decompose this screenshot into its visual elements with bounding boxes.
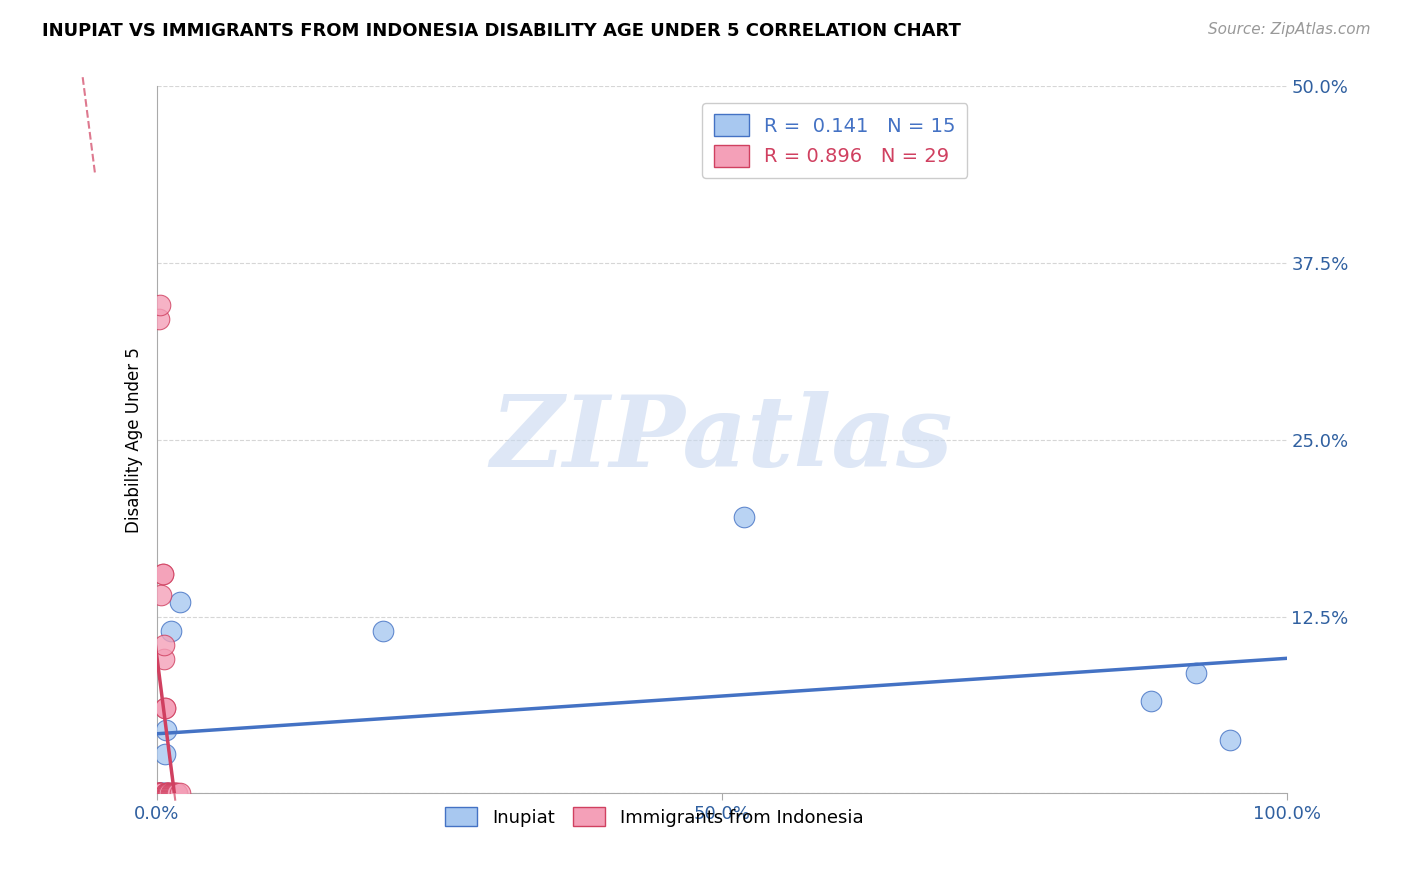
- Point: [149, 298, 172, 312]
- Point: [152, 567, 174, 582]
- Point: [160, 786, 183, 800]
- Point: [163, 786, 186, 800]
- Point: [733, 510, 755, 524]
- Point: [1185, 666, 1208, 681]
- Point: [150, 588, 173, 602]
- Point: [152, 638, 174, 652]
- Point: [152, 786, 174, 800]
- Text: Source: ZipAtlas.com: Source: ZipAtlas.com: [1208, 22, 1371, 37]
- Text: INUPIAT VS IMMIGRANTS FROM INDONESIA DISABILITY AGE UNDER 5 CORRELATION CHART: INUPIAT VS IMMIGRANTS FROM INDONESIA DIS…: [42, 22, 962, 40]
- Y-axis label: Disability Age Under 5: Disability Age Under 5: [125, 347, 143, 533]
- Point: [157, 786, 180, 800]
- Point: [159, 786, 181, 800]
- Point: [159, 624, 181, 638]
- Point: [146, 786, 169, 800]
- Point: [152, 786, 174, 800]
- Point: [157, 786, 180, 800]
- Point: [1219, 732, 1241, 747]
- Point: [149, 786, 172, 800]
- Point: [157, 786, 180, 800]
- Legend: Inupiat, Immigrants from Indonesia: Inupiat, Immigrants from Indonesia: [437, 800, 870, 834]
- Point: [155, 786, 177, 800]
- Point: [149, 786, 172, 800]
- Point: [149, 786, 172, 800]
- Point: [166, 786, 188, 800]
- Point: [148, 312, 170, 326]
- Point: [148, 786, 170, 800]
- Point: [149, 786, 172, 800]
- Point: [169, 595, 191, 609]
- Point: [169, 786, 191, 800]
- Point: [371, 624, 394, 638]
- Point: [153, 701, 176, 715]
- Point: [152, 652, 174, 666]
- Point: [1140, 694, 1163, 708]
- Point: [146, 786, 169, 800]
- Text: ZIPatlas: ZIPatlas: [491, 392, 953, 488]
- Point: [155, 786, 177, 800]
- Point: [155, 723, 177, 737]
- Point: [157, 786, 180, 800]
- Point: [148, 786, 170, 800]
- Point: [152, 567, 174, 582]
- Point: [150, 786, 173, 800]
- Point: [150, 786, 173, 800]
- Point: [162, 786, 184, 800]
- Point: [153, 747, 176, 761]
- Point: [165, 786, 187, 800]
- Point: [163, 786, 186, 800]
- Point: [148, 786, 170, 800]
- Point: [153, 701, 176, 715]
- Point: [156, 786, 179, 800]
